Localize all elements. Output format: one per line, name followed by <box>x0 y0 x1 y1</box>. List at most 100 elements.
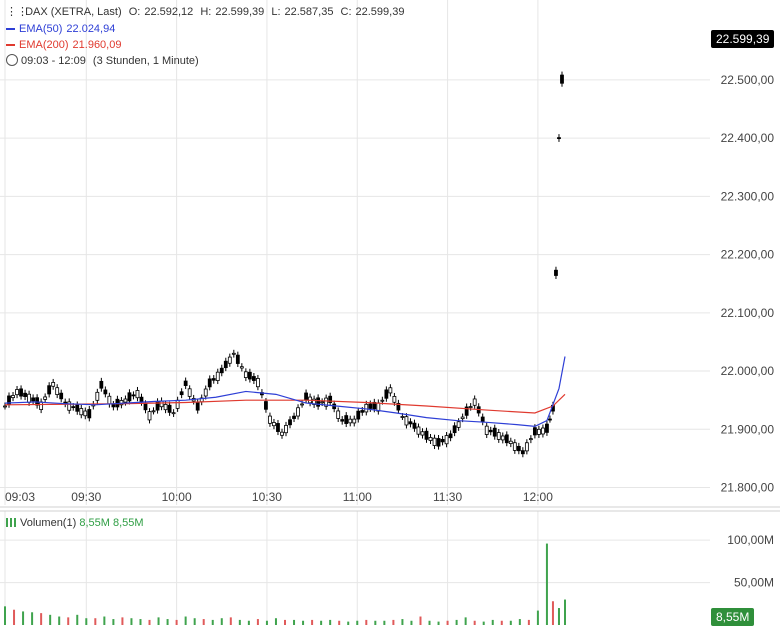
candle-body <box>348 418 353 424</box>
x-tick-label: 11:30 <box>433 490 462 504</box>
candle-body <box>195 401 200 411</box>
candle-body <box>264 401 268 410</box>
volume-bar <box>130 618 133 625</box>
candle-body <box>356 410 361 420</box>
volume-bar <box>4 606 6 625</box>
volume-bar <box>256 619 259 625</box>
settings-icon[interactable]: ⋮⋮ <box>6 6 28 18</box>
candle-body <box>360 410 365 413</box>
candle-body <box>516 445 521 452</box>
volume-label: Volumen(1) <box>20 517 77 529</box>
volume-value-1: 8,55M <box>79 517 110 529</box>
candle-body <box>159 400 164 408</box>
candle-body <box>324 397 329 407</box>
open-label: O: <box>128 6 141 18</box>
candle-body <box>83 410 88 417</box>
candle-body <box>123 398 128 403</box>
volume-bar <box>365 619 368 625</box>
volume-bar <box>13 609 16 625</box>
candle-body <box>71 406 76 409</box>
candle-body <box>67 401 72 411</box>
volume-bar <box>238 619 241 625</box>
volume-bar <box>473 620 476 625</box>
time-axis: 09:03 09:30 10:00 10:30 11:00 11:30 12:00 <box>5 490 553 504</box>
candle-body <box>75 404 80 412</box>
candle-body <box>3 405 7 408</box>
y-tick-label: 22.300,00 <box>721 189 775 203</box>
ema50-swatch <box>6 28 15 31</box>
volume-bar <box>545 543 548 625</box>
candle-body <box>284 424 288 434</box>
candle-body <box>288 419 292 426</box>
candle-body <box>167 404 172 413</box>
candle-body <box>111 404 116 408</box>
candle-body <box>239 366 244 369</box>
candle-body <box>215 371 220 381</box>
candle-body <box>352 418 357 424</box>
candle-body <box>464 406 469 416</box>
volume-bar <box>491 619 494 625</box>
candle-body <box>444 435 449 445</box>
candle-body <box>557 137 561 140</box>
candle-body <box>203 388 208 397</box>
volume-bar <box>455 619 458 625</box>
candle-body <box>79 408 84 416</box>
candle-body <box>223 360 228 369</box>
volume-legend: Volumen(1) 8,55M 8,55M <box>6 516 144 530</box>
volume-bar <box>338 620 341 625</box>
candle-body <box>560 74 564 84</box>
candle-body <box>171 412 176 415</box>
candle-body <box>400 416 405 418</box>
time-detail: (3 Stunden, 1 Minute) <box>92 55 199 67</box>
volume-bar <box>446 620 449 625</box>
last-volume-badge: 8,55M <box>711 608 755 626</box>
ema200-swatch <box>6 44 15 47</box>
high-value: 22.599,39 <box>215 6 265 18</box>
candle-body <box>219 367 224 374</box>
ema50-line <box>4 356 566 427</box>
candle-body <box>416 426 421 435</box>
y-tick-label: 22.400,00 <box>721 131 775 145</box>
candle-body <box>147 411 152 421</box>
candle-body <box>380 399 385 402</box>
volume-bar <box>103 616 106 625</box>
volume-bar <box>293 619 296 625</box>
volume-bar <box>229 617 232 625</box>
candle-body <box>440 439 445 443</box>
candle-body <box>524 442 529 452</box>
candle-body <box>460 416 465 420</box>
ohlc-legend: ⋮⋮ DAX (XETRA, Last) O: 22.592,12 H: 22.59… <box>6 5 408 19</box>
symbol-name: DAX (XETRA, Last) <box>25 6 122 18</box>
candle-body <box>500 435 505 441</box>
candle-body <box>312 398 317 405</box>
low-value: 22.587,35 <box>284 6 334 18</box>
volume-bar <box>329 619 332 625</box>
volume-bar <box>247 620 250 625</box>
candle-body <box>364 403 369 413</box>
candle-body <box>151 410 156 413</box>
candle-body <box>276 423 280 432</box>
candle-body <box>187 388 192 397</box>
candle-body <box>304 392 308 401</box>
volume-bar <box>94 618 97 625</box>
volume-value-2: 8,55M <box>112 517 144 529</box>
volume-bar <box>428 620 431 625</box>
close-label: C: <box>340 6 352 18</box>
candle-body <box>59 392 64 400</box>
candle-body <box>412 422 417 429</box>
candle-body <box>472 398 477 406</box>
candle-body <box>47 385 52 395</box>
y-tick-label: 22.500,00 <box>721 73 775 87</box>
candle-body <box>175 399 180 409</box>
candle-body <box>272 422 276 427</box>
candle-body <box>492 427 497 437</box>
volume-bar <box>157 617 160 625</box>
volume-bar <box>211 619 214 625</box>
candle-body <box>372 401 377 410</box>
ema50-label: EMA(50) <box>19 23 63 35</box>
volume-bar <box>121 617 124 625</box>
candle-body <box>340 419 345 422</box>
x-tick-label: 11:00 <box>343 490 372 504</box>
candle-body <box>235 354 240 364</box>
